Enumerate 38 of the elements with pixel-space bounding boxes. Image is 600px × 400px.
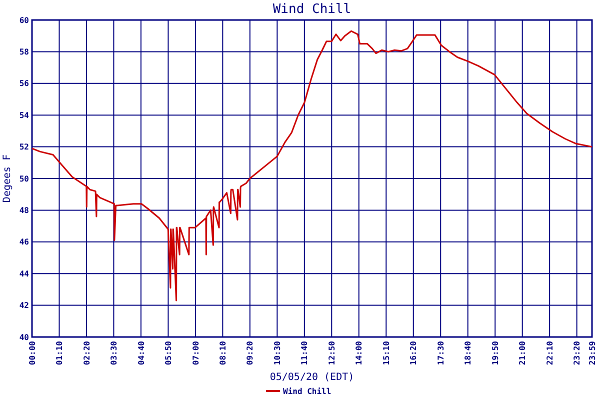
y-axis-title: Degees F [2,154,13,203]
x-tick-label: 15:10 [382,340,391,366]
y-tick-label: 42 [19,301,30,310]
x-tick-label: 23:59 [588,340,597,366]
x-tick-label: 02:20 [82,340,92,366]
y-tick-label: 60 [19,16,30,25]
x-tick-label: 04:40 [136,340,146,366]
x-tick-label: 19:50 [490,340,500,366]
x-tick-label: 12:50 [327,340,336,366]
y-tick-label: 56 [19,79,30,88]
y-tick-label: 46 [19,238,30,247]
x-tick-label: 11:40 [300,340,310,366]
y-tick-label: 52 [19,142,30,152]
x-tick-label: 16:20 [409,340,418,366]
x-axis-title: 05/05/20 (EDT) [270,372,354,383]
x-tick-label: 23:20 [572,340,582,366]
x-tick-label: 09:20 [246,340,255,366]
x-tick-label: 03:30 [110,340,119,366]
x-tick-label: 00:00 [28,340,37,366]
x-tick-label: 21:00 [518,340,528,366]
x-tick-label: 10:30 [272,340,282,366]
x-tick-label: 08:10 [218,340,228,366]
x-tick-label: 07:00 [191,340,200,366]
legend-label: Wind Chill [283,387,332,396]
y-tick-label: 54 [19,110,30,120]
y-tick-label: 50 [19,174,30,184]
line-series [31,30,593,302]
y-tick-label: 58 [19,48,30,56]
chart-title: Wind Chill [272,2,352,17]
y-tick-label: 48 [19,206,30,215]
x-tick-label: 01:10 [55,340,64,366]
y-tick-label: 40 [19,332,30,342]
y-tick-label: 44 [19,269,30,278]
x-tick-label: 14:00 [354,340,364,366]
x-tick-label: 05:50 [164,340,174,366]
x-tick-label: 17:30 [436,340,446,366]
x-tick-label: 18:40 [464,340,473,366]
x-tick-label: 22:10 [545,340,554,366]
